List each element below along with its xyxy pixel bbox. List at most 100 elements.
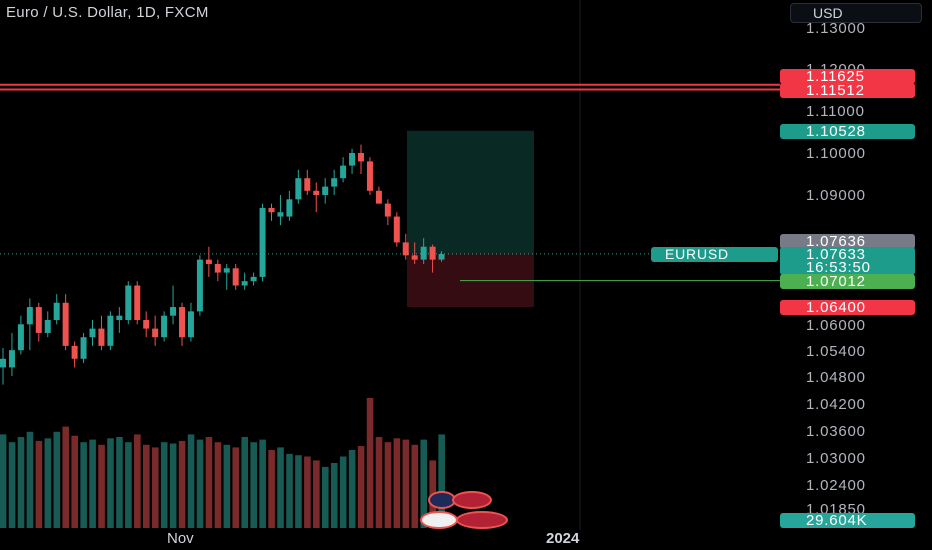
candle-body: [116, 315, 123, 320]
candle-body: [304, 178, 311, 191]
price-tick: 1.04800: [806, 369, 866, 386]
candle-body: [161, 315, 168, 338]
candle-body: [438, 254, 445, 260]
prev-close-tag: 1.07636: [780, 234, 915, 249]
candle-body: [62, 302, 69, 346]
upper-line-1-tag[interactable]: 1.11625: [780, 69, 915, 84]
volume-bar: [80, 442, 87, 528]
candle-body: [71, 345, 78, 359]
countdown-timer: 16:53:50: [806, 259, 871, 276]
price-tick: 1.04200: [806, 396, 866, 413]
candle-body: [35, 307, 42, 333]
candle-body: [134, 285, 141, 320]
price-tick: 1.11000: [806, 103, 865, 120]
volume-bar: [313, 460, 320, 528]
volume-bar: [348, 450, 356, 528]
candle-body: [268, 207, 275, 213]
volume-bar: [26, 431, 34, 528]
volume-bar: [205, 437, 213, 528]
volume-bar: [277, 447, 284, 528]
candle-body: [384, 203, 391, 217]
volume-bar: [330, 463, 338, 528]
candle-body: [152, 328, 159, 338]
volume-bar: [357, 446, 365, 528]
volume-bar: [420, 439, 428, 528]
volume-bar: [89, 439, 96, 528]
volume-bar: [143, 444, 150, 528]
volume-bar: [268, 450, 275, 528]
candle-body: [411, 255, 418, 260]
volume-bar: [98, 444, 105, 528]
stop-tag[interactable]: 1.06400: [780, 300, 915, 315]
candle-body: [17, 324, 24, 351]
volume-bar: [134, 434, 141, 528]
candle-body: [53, 302, 60, 320]
volume-bar: [241, 437, 249, 528]
candle-body: [143, 319, 150, 329]
volume-bar: [178, 440, 186, 528]
volume-bar: [232, 447, 240, 528]
volume-bar: [304, 456, 311, 528]
candle-body: [295, 178, 302, 200]
volume-bar: [17, 437, 25, 528]
candle-body: [393, 216, 400, 243]
volume-bar: [366, 398, 374, 528]
volume-bar: [44, 438, 52, 528]
candle-body: [223, 268, 230, 273]
time-label: 2024: [546, 530, 580, 547]
volume-bar: [295, 455, 302, 528]
price-tick: 1.10000: [806, 145, 866, 162]
candle-body: [375, 190, 382, 204]
chart-title: Euro / U.S. Dollar, 1D, FXCM: [6, 4, 209, 21]
candle-body: [26, 307, 33, 325]
price-tick: 1.02400: [806, 477, 866, 494]
upper-line-2-tag[interactable]: 1.11512: [780, 83, 915, 98]
volume-bar: [375, 437, 383, 528]
candle-body: [107, 315, 114, 346]
volume-bar: [107, 438, 114, 528]
us-flag-icon[interactable]: [456, 511, 508, 529]
candle-body: [98, 328, 105, 346]
price-tick: 1.09000: [806, 187, 866, 204]
candle-body: [214, 263, 221, 273]
candle-body: [125, 285, 132, 320]
candle-body: [358, 153, 364, 162]
volume-bar: [438, 434, 445, 528]
us-flag-icon[interactable]: [420, 511, 458, 529]
candle-body: [322, 186, 329, 195]
horizontal-line-tag[interactable]: 1.07012: [780, 274, 915, 289]
candle-body: [0, 358, 6, 368]
candle-body: [286, 199, 293, 217]
volume-bar: [187, 434, 195, 528]
volume-bar: [393, 438, 401, 528]
volume-bar: [160, 442, 168, 528]
volume-bar: [339, 456, 347, 528]
candle-body: [170, 307, 177, 316]
candle-body: [80, 337, 87, 359]
candle-body: [232, 268, 239, 286]
time-label: Nov: [167, 530, 194, 547]
volume-bar: [53, 431, 61, 528]
volume-bar: [322, 466, 329, 528]
candle-body: [349, 153, 356, 166]
us-flag-icon[interactable]: [452, 491, 492, 509]
candle-body: [420, 246, 427, 260]
volume-bar: [35, 440, 43, 528]
price-tick: 1.05400: [806, 343, 866, 360]
volume-bar: [259, 439, 266, 528]
candle-body: [259, 207, 266, 277]
currency-button[interactable]: USD: [790, 3, 922, 23]
candle-body: [429, 246, 436, 260]
candle-body: [277, 212, 284, 217]
candle-body: [313, 190, 320, 195]
candle-body: [8, 350, 15, 368]
last-price-tag: 1.07633 16:53:50: [780, 247, 915, 275]
volume-bar: [196, 439, 204, 528]
target-tag[interactable]: 1.10528: [780, 124, 915, 139]
volume-bar: [151, 447, 159, 528]
price-tick: 1.06000: [806, 317, 866, 334]
candle-body: [89, 328, 96, 338]
volume-bar: [214, 442, 222, 528]
